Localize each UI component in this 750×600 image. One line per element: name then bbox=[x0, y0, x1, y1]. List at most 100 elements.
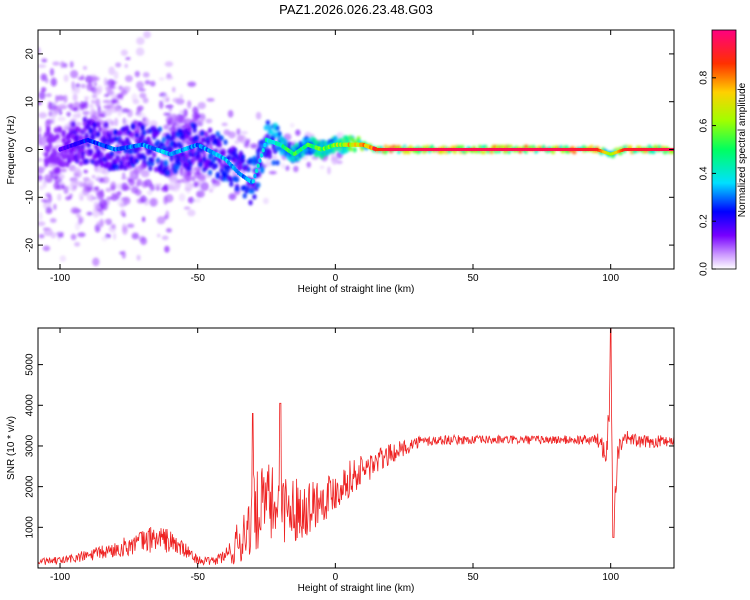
noise-blob bbox=[134, 70, 140, 78]
noise-blob bbox=[187, 209, 196, 217]
noise-blob bbox=[52, 61, 60, 66]
ridge-blob bbox=[148, 165, 153, 172]
noise-blob bbox=[91, 76, 100, 82]
ridge-blob bbox=[406, 150, 411, 155]
ridge-blob bbox=[269, 129, 274, 136]
ridge-blob bbox=[128, 131, 134, 138]
noise-blob bbox=[238, 135, 247, 144]
noise-blob bbox=[144, 80, 151, 85]
y-tick-label: 1000 bbox=[25, 516, 36, 539]
ridge-blob bbox=[153, 166, 159, 173]
ridge-blob bbox=[45, 128, 51, 134]
noise-blob bbox=[336, 131, 345, 140]
snr-x-label: Height of straight line (km) bbox=[298, 583, 415, 594]
noise-blob bbox=[141, 216, 146, 223]
y-tick-label: -20 bbox=[25, 237, 36, 252]
noise-blob bbox=[272, 154, 278, 160]
noise-blob bbox=[118, 85, 123, 91]
ridge-blob bbox=[275, 159, 280, 166]
noise-blob bbox=[165, 104, 174, 109]
noise-blob bbox=[94, 165, 101, 173]
noise-blob bbox=[131, 232, 140, 240]
ridge-blob bbox=[217, 142, 222, 148]
ridge-blob bbox=[90, 134, 95, 141]
noise-blob bbox=[115, 62, 122, 68]
y-tick-label: 20 bbox=[25, 48, 36, 60]
ridge-blob bbox=[92, 122, 97, 128]
snr-panel: -100 -50 0 50 100 1000 2000 3000 4000 5000 Heigh… bbox=[6, 327, 675, 594]
noise-blob bbox=[73, 101, 80, 109]
ridge-blob bbox=[333, 135, 338, 142]
noise-blob bbox=[38, 157, 44, 162]
noise-blob bbox=[176, 179, 185, 183]
ridge-blob bbox=[155, 139, 161, 146]
ridge-blob bbox=[84, 158, 89, 164]
noise-blob bbox=[192, 106, 199, 115]
spectrogram-x-label: Height of straight line (km) bbox=[298, 284, 415, 295]
noise-blob bbox=[57, 233, 64, 238]
ridge-blob bbox=[232, 147, 238, 153]
ridge-blob bbox=[115, 156, 120, 163]
y-tick-label: 4000 bbox=[25, 394, 36, 417]
noise-blob bbox=[110, 98, 119, 104]
ridge-blob bbox=[207, 127, 213, 134]
noise-blob bbox=[243, 141, 250, 148]
ridge-blob bbox=[125, 155, 130, 161]
x-tick-label: 0 bbox=[333, 273, 339, 284]
noise-blob bbox=[70, 206, 80, 214]
noise-blob bbox=[211, 177, 217, 184]
noise-blob bbox=[262, 197, 269, 205]
noise-blob bbox=[110, 184, 116, 191]
ridge-blob bbox=[98, 126, 103, 133]
ridge-blob bbox=[246, 166, 251, 173]
noise-blob bbox=[42, 245, 51, 252]
noise-blob bbox=[40, 198, 49, 203]
noise-blob bbox=[69, 61, 74, 68]
noise-blob bbox=[91, 94, 98, 99]
ridge-blob bbox=[142, 154, 147, 161]
noise-blob bbox=[306, 133, 316, 138]
ridge-blob bbox=[99, 152, 105, 158]
ridge-blob bbox=[107, 133, 113, 139]
x-tick-label: 100 bbox=[602, 273, 619, 284]
ridge-blob bbox=[263, 124, 269, 131]
noise-blob bbox=[165, 210, 170, 220]
noise-blob bbox=[106, 89, 115, 96]
snr-x-axis: -100 -50 0 50 100 bbox=[50, 328, 619, 583]
noise-blob bbox=[82, 177, 90, 182]
ridge-blob bbox=[109, 150, 114, 157]
noise-blob bbox=[38, 137, 47, 142]
noise-blob bbox=[70, 180, 79, 189]
noise-blob bbox=[197, 101, 206, 110]
ridge-blob bbox=[163, 159, 168, 166]
ridge-blob bbox=[125, 125, 130, 131]
colorbar-ticks: 0.0 0.2 0.4 0.6 0.8 bbox=[699, 70, 716, 276]
ridge-blob bbox=[53, 150, 59, 156]
noise-blob bbox=[205, 118, 213, 124]
noise-blob bbox=[57, 193, 62, 202]
ridge-blob bbox=[194, 134, 199, 141]
noise-blob bbox=[62, 125, 68, 131]
noise-blob bbox=[110, 194, 120, 202]
ridge-blob bbox=[383, 144, 388, 149]
ridge-blob bbox=[204, 131, 209, 137]
noise-blob bbox=[49, 218, 57, 223]
noise-blob bbox=[146, 190, 153, 196]
noise-blob bbox=[110, 120, 115, 127]
ridge-point bbox=[253, 173, 257, 179]
noise-blob bbox=[102, 99, 111, 104]
ridge-point bbox=[263, 142, 267, 148]
y-tick-label: 2000 bbox=[25, 475, 36, 498]
noise-blob bbox=[122, 226, 128, 235]
noise-blob bbox=[51, 111, 58, 118]
noise-blob bbox=[250, 143, 258, 149]
ridge-blob bbox=[117, 130, 122, 137]
noise-blob bbox=[93, 186, 100, 191]
noise-blob bbox=[72, 93, 78, 102]
noise-blob bbox=[101, 168, 110, 175]
ridge-blob bbox=[352, 146, 357, 153]
ridge-blob bbox=[267, 153, 273, 160]
noise-blob bbox=[80, 83, 86, 89]
ridge-blob bbox=[90, 158, 95, 165]
